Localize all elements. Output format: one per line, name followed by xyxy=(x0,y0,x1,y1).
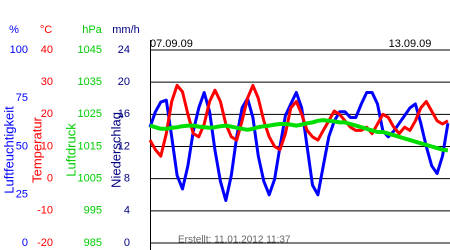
y-tick-label: 25 xyxy=(16,189,28,201)
y-tick-label: 1015 xyxy=(78,140,102,152)
y-tick-label: 1005 xyxy=(78,173,102,185)
y-tick-label: 0 xyxy=(124,237,130,249)
y-tick-label: 16 xyxy=(118,108,130,120)
y-tick-label: 50 xyxy=(16,140,28,152)
y-tick-label: 1025 xyxy=(78,108,102,120)
series-line xyxy=(149,118,449,153)
series-line xyxy=(148,83,449,158)
series-line xyxy=(148,91,450,202)
y-tick-label: 40 xyxy=(41,44,53,56)
y-tick-label: 10 xyxy=(41,140,53,152)
y-tick-label: 12 xyxy=(118,140,130,152)
y-tick-label: 20 xyxy=(41,108,53,120)
x-tick-label: 07.09.09 xyxy=(150,38,193,50)
y-tick-label: 75 xyxy=(16,92,28,104)
x-tick-label: 13.09.09 xyxy=(389,38,432,50)
plot-area xyxy=(150,40,450,250)
y-tick-label: 4 xyxy=(124,205,130,217)
axis-title: Luftfeuchtigkeit xyxy=(1,106,16,194)
y-tick-label: 0 xyxy=(22,237,28,249)
y-tick-label: -10 xyxy=(37,205,53,217)
y-tick-label: 1045 xyxy=(78,44,102,56)
y-tick-label: 0 xyxy=(47,173,53,185)
axis-unit: °C xyxy=(40,24,52,36)
y-tick-label: 30 xyxy=(41,76,53,88)
y-tick-label: 20 xyxy=(118,76,130,88)
y-tick-label: -20 xyxy=(37,237,53,249)
y-tick-label: 1035 xyxy=(78,76,102,88)
axis-title: Temperatur xyxy=(29,116,44,182)
axis-title: Luftdruck xyxy=(63,123,78,177)
axis-unit: mm/h xyxy=(112,24,140,36)
y-tick-label: 24 xyxy=(118,44,130,56)
y-tick-label: 995 xyxy=(84,205,102,217)
created-note: Erstellt: 11.01.2012 11:37 xyxy=(178,235,291,246)
y-tick-label: 8 xyxy=(124,173,130,185)
axis-unit: hPa xyxy=(82,24,102,36)
axis-title: Niederschlag xyxy=(108,112,123,188)
axis-unit: % xyxy=(9,24,19,36)
y-tick-label: 985 xyxy=(84,237,102,249)
y-tick-label: 100 xyxy=(10,44,28,56)
